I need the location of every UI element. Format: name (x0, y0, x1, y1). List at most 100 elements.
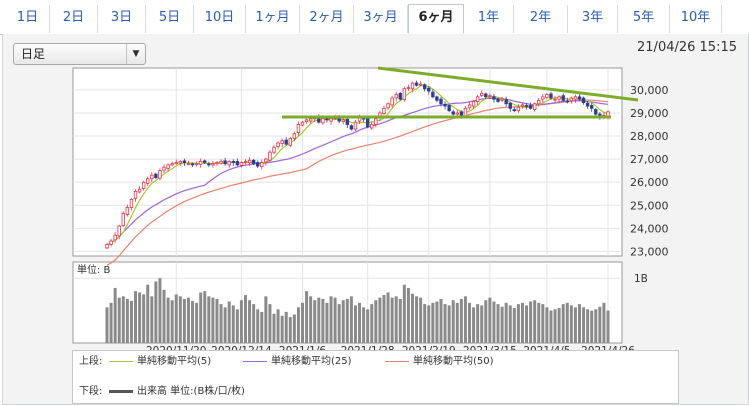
candle-body (488, 95, 492, 98)
volume-bar (516, 304, 520, 343)
ma5-line (106, 85, 609, 246)
candle-body (427, 87, 431, 92)
tab-7[interactable]: 3ヶ月 (354, 5, 408, 33)
legend-ma5: 単純移動平均(5) (109, 355, 211, 369)
candle-body (532, 103, 537, 110)
y-tick-label: 27,000 (630, 153, 669, 166)
volume-bar (243, 295, 247, 343)
tab-6[interactable]: 2ヶ月 (300, 5, 354, 33)
volume-bar (561, 304, 565, 343)
tab-3[interactable]: 5日 (146, 5, 194, 33)
y-tick-label: 28,000 (630, 130, 669, 143)
candle-body (308, 118, 313, 122)
volume-bar (525, 305, 529, 343)
candle-body (528, 105, 533, 109)
period-tabs: 1日 2日 3日 5日 10日 1ヶ月 2ヶ月 3ヶ月 6ヶ月 1年 2年 3年 5年 10年 (0, 0, 749, 35)
volume-bar (602, 302, 606, 343)
candle-body (463, 107, 468, 117)
volume-bar (349, 296, 353, 343)
volume-bar (248, 300, 252, 343)
volume-bar (541, 304, 545, 343)
volume-swatch (109, 389, 133, 393)
candle-body (475, 96, 480, 102)
tab-12[interactable]: 5年 (618, 5, 670, 33)
volume-bar (162, 289, 166, 343)
candle-body (520, 104, 525, 107)
y-tick-label: 25,000 (630, 199, 669, 212)
tab-2[interactable]: 3日 (98, 5, 146, 33)
volume-bar (415, 296, 419, 343)
candle-body (284, 139, 288, 145)
candle-body (480, 92, 484, 97)
volume-bar (150, 296, 154, 343)
ma5-swatch (109, 360, 133, 362)
candle-body (288, 137, 292, 146)
candle-body (304, 119, 309, 123)
y-tick-label: 30,000 (630, 84, 669, 97)
volume-tick-label: 1B (634, 273, 648, 285)
candle-body (581, 97, 586, 104)
volume-bar (276, 309, 280, 343)
candle-body (504, 99, 508, 105)
candle-type-select[interactable]: 日足 ▼ (13, 43, 146, 65)
legend-ma50-label: 単純移動平均(50) (413, 356, 494, 367)
tab-13[interactable]: 10年 (670, 5, 722, 33)
volume-bar (549, 310, 553, 343)
volume-bar (439, 298, 443, 343)
volume-bar (472, 307, 476, 343)
candle-body (565, 100, 569, 103)
candle-body (431, 91, 435, 98)
volume-bar (305, 291, 309, 343)
volume-bar (268, 304, 272, 343)
volume-bar (296, 307, 300, 343)
candle-body (549, 93, 553, 99)
candle-body (447, 105, 451, 112)
candle-body (272, 147, 276, 153)
volume-bar (223, 307, 227, 343)
candle-body (260, 162, 264, 168)
candle-body (146, 178, 150, 184)
tab-8[interactable]: 6ヶ月 (408, 4, 464, 34)
tab-9[interactable]: 1年 (464, 5, 514, 33)
candle-body (235, 161, 240, 166)
volume-bar (313, 300, 317, 343)
tab-11[interactable]: 3年 (568, 5, 618, 33)
volume-bar (557, 308, 561, 343)
tab-5[interactable]: 1ヶ月 (246, 5, 300, 33)
legend-upper-label: 上段: (79, 356, 103, 367)
candle-body (414, 82, 419, 86)
volume-bar (117, 297, 121, 343)
legend-lower-label: 下段: (79, 386, 103, 397)
volume-bar (419, 297, 423, 343)
volume-bar (586, 309, 590, 343)
candle-body (113, 234, 117, 241)
candle-body (439, 98, 443, 105)
volume-bar (378, 297, 382, 343)
tab-1[interactable]: 2日 (50, 5, 98, 33)
volume-unit-label: 単位: B (77, 263, 111, 276)
candle-body (423, 84, 427, 90)
candle-body (247, 159, 252, 163)
volume-bar (598, 306, 602, 343)
volume-bar (333, 297, 337, 343)
volume-bar (512, 308, 516, 343)
tab-4[interactable]: 10日 (194, 5, 246, 33)
volume-bar (260, 311, 264, 343)
candle-body (561, 95, 565, 101)
tab-10[interactable]: 2年 (514, 5, 568, 33)
candle-body (508, 102, 512, 109)
candle-body (182, 160, 187, 163)
volume-bar (252, 304, 256, 343)
candle-body (162, 166, 166, 171)
candle-body (370, 124, 374, 129)
volume-bar (341, 300, 345, 343)
volume-bar (231, 305, 235, 343)
volume-bar (484, 300, 488, 343)
tab-0[interactable]: 1日 (6, 5, 50, 33)
volume-bar (113, 287, 117, 343)
volume-bar (496, 304, 500, 343)
volume-bar (398, 298, 402, 343)
candle-body (512, 109, 517, 112)
volume-bar (235, 309, 239, 343)
candle-body (137, 188, 142, 193)
